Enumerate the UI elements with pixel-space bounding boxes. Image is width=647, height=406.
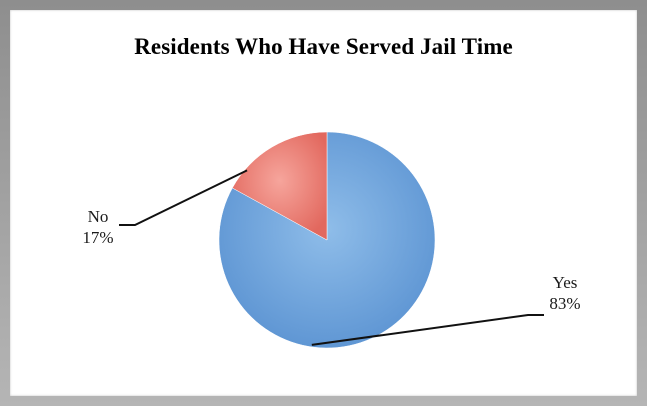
- pie-slice-no: [232, 131, 328, 241]
- slice-label-yes: Yes: [553, 273, 578, 292]
- slice-percent-no: 17%: [82, 228, 113, 247]
- leader-line-no: [119, 169, 248, 226]
- slice-label-no: No: [88, 207, 109, 226]
- leader-line-yes: [311, 314, 544, 346]
- slice-percent-yes: 83%: [549, 294, 580, 313]
- chart-title: Residents Who Have Served Jail Time: [134, 34, 513, 59]
